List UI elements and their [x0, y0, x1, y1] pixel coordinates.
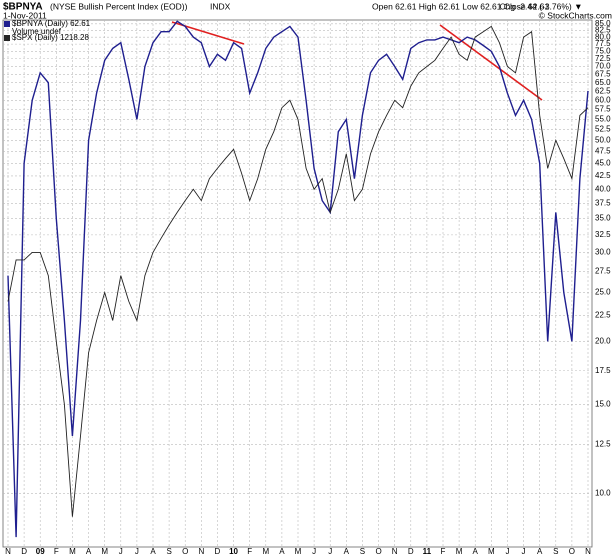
- legend-swatch: [4, 35, 10, 41]
- y-tick-label: 37.5: [595, 199, 611, 208]
- y-tick-label: 50.0: [595, 135, 611, 144]
- y-tick-label: 52.5: [595, 125, 611, 134]
- y-tick-label: 20.0: [595, 337, 611, 346]
- line-series: [7, 20, 589, 538]
- y-tick-label: 77.5: [595, 39, 611, 48]
- x-tick-label: F: [441, 547, 446, 556]
- x-tick-label: M: [69, 547, 76, 556]
- x-tick-label: N: [585, 547, 591, 556]
- subtitle: (NYSE Bullish Percent Index (EOD)): [50, 1, 188, 11]
- credit: © StockCharts.com: [539, 10, 612, 20]
- y-tick-label: 85.0: [595, 19, 611, 28]
- y-tick-label: 45.0: [595, 159, 611, 168]
- x-tick-label: 10: [229, 547, 238, 556]
- y-tick-label: 80.0: [595, 32, 611, 41]
- x-tick-label: 09: [36, 547, 45, 556]
- x-tick-label: D: [21, 547, 27, 556]
- y-tick-label: 60.0: [595, 95, 611, 104]
- change: Chg -2.44 (-3.76%) ▼: [499, 1, 582, 11]
- x-tick-label: O: [375, 547, 381, 556]
- y-tick-label: 67.5: [595, 70, 611, 79]
- x-tick-label: A: [86, 547, 92, 556]
- x-tick-label: F: [54, 547, 59, 556]
- x-tick-label: M: [488, 547, 495, 556]
- x-tick-label: F: [247, 547, 252, 556]
- x-tick-label: J: [135, 547, 139, 556]
- legend-extra: Volume undef: [12, 27, 62, 36]
- plot-frame: [2, 19, 593, 548]
- y-tick-label: 82.5: [595, 26, 611, 35]
- chart-title: $BPNYA: [3, 2, 43, 13]
- x-tick-label: J: [328, 547, 332, 556]
- y-tick-label: 72.5: [595, 54, 611, 63]
- date: 1-Nov-2011: [3, 10, 47, 20]
- x-tick-label: M: [295, 547, 302, 556]
- legend-label: $BPNYA (Daily) 62.61: [12, 19, 91, 28]
- y-tick-label: 27.5: [595, 267, 611, 276]
- x-tick-label: A: [537, 547, 543, 556]
- x-tick-label: N: [5, 547, 11, 556]
- y-tick-label: 25.0: [595, 288, 611, 297]
- x-tick-label: M: [262, 547, 269, 556]
- y-tick-label: 10.0: [595, 489, 611, 498]
- x-tick-label: S: [166, 547, 171, 556]
- x-tick-label: 11: [423, 547, 432, 556]
- y-tick-label: 17.5: [595, 366, 611, 375]
- y-tick-label: 70.0: [595, 62, 611, 71]
- x-tick-label: J: [522, 547, 526, 556]
- y-tick-label: 75.0: [595, 46, 611, 55]
- x-tick-label: J: [119, 547, 123, 556]
- x-tick-label: A: [279, 547, 285, 556]
- legend-swatch: [4, 21, 10, 27]
- y-tick-label: 15.0: [595, 400, 611, 409]
- quote: Open 62.61 High 62.61 Low 62.61 Close 62…: [372, 1, 549, 11]
- legend: Volume undef $BPNYA (Daily) 62.61 $SPX (D…: [4, 19, 91, 42]
- x-tick-label: N: [392, 547, 398, 556]
- y-tick-label: 42.5: [595, 171, 611, 180]
- x-tick-label: A: [150, 547, 156, 556]
- y-tick-label: 57.5: [595, 105, 611, 114]
- y-tick-label: 65.0: [595, 78, 611, 87]
- y-tick-label: 30.0: [595, 248, 611, 257]
- y-tick-label: 12.5: [595, 440, 611, 449]
- x-tick-label: S: [553, 547, 558, 556]
- x-tick-label: M: [456, 547, 463, 556]
- x-tick-label: N: [198, 547, 204, 556]
- y-tick-label: 40.0: [595, 184, 611, 193]
- x-tick-label: D: [408, 547, 414, 556]
- exchange: INDX: [210, 1, 231, 11]
- x-tick-label: S: [360, 547, 365, 556]
- x-tick-label: A: [473, 547, 479, 556]
- x-tick-label: J: [505, 547, 509, 556]
- y-tick-label: 32.5: [595, 230, 611, 239]
- y-tick-label: 35.0: [595, 214, 611, 223]
- legend-label: $SPX (Daily) 1218.28: [12, 33, 89, 42]
- y-tick-label: 47.5: [595, 147, 611, 156]
- x-tick-label: A: [344, 547, 350, 556]
- x-tick-label: O: [569, 547, 575, 556]
- x-tick-label: M: [101, 547, 108, 556]
- line-series: [7, 25, 589, 517]
- y-tick-label: 55.0: [595, 115, 611, 124]
- trendline: [439, 24, 543, 101]
- x-tick-label: J: [312, 547, 316, 556]
- x-tick-label: O: [182, 547, 188, 556]
- x-tick-label: D: [215, 547, 221, 556]
- y-tick-label: 62.5: [595, 86, 611, 95]
- y-tick-label: 22.5: [595, 311, 611, 320]
